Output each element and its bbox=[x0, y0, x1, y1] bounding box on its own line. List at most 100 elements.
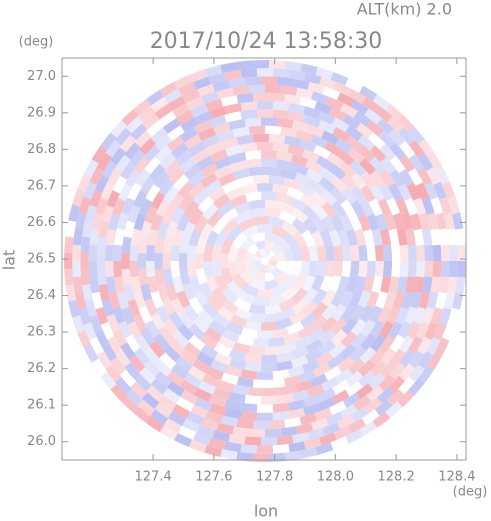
radar-cell bbox=[422, 228, 433, 246]
radar-cell bbox=[282, 246, 294, 261]
radar-cell bbox=[318, 339, 336, 356]
radar-cell bbox=[421, 197, 435, 215]
radar-cell bbox=[212, 430, 231, 442]
radar-cell bbox=[311, 417, 329, 431]
radar-cell bbox=[236, 60, 254, 71]
radar-cell bbox=[183, 200, 200, 218]
radar-cell bbox=[369, 145, 387, 163]
radar-cell bbox=[150, 96, 169, 113]
radar-cell bbox=[383, 291, 397, 309]
radar-cell bbox=[457, 261, 466, 278]
radar-cell bbox=[203, 261, 214, 277]
radar-cell bbox=[308, 179, 326, 196]
radar-cell bbox=[368, 305, 383, 324]
radar-cell bbox=[165, 283, 179, 302]
radar-cell bbox=[389, 169, 405, 188]
radar-cell bbox=[280, 85, 298, 96]
radar-cell bbox=[254, 263, 263, 272]
radar-cell bbox=[146, 120, 164, 137]
radar-cell bbox=[265, 264, 272, 274]
radar-cell bbox=[424, 322, 439, 340]
radar-cell bbox=[348, 290, 363, 309]
radar-cell bbox=[133, 406, 151, 424]
radar-cell bbox=[115, 154, 131, 173]
radar-cell bbox=[359, 85, 378, 101]
radar-cell bbox=[72, 276, 84, 294]
radar-cell bbox=[302, 287, 319, 305]
radar-cell bbox=[345, 381, 363, 397]
radar-cell bbox=[188, 365, 206, 381]
radar-cell bbox=[110, 357, 127, 375]
radar-cell bbox=[220, 449, 238, 460]
radar-cell bbox=[240, 68, 258, 78]
radar-cell bbox=[291, 162, 309, 176]
x-tick-label: 128.0 bbox=[317, 470, 354, 485]
radar-cell bbox=[100, 182, 115, 201]
radar-cell bbox=[281, 220, 299, 237]
radar-cell bbox=[89, 167, 104, 185]
radar-cell bbox=[388, 129, 406, 147]
radar-cell bbox=[101, 343, 117, 362]
radar-cell bbox=[398, 335, 414, 354]
radar-cell bbox=[301, 274, 316, 293]
radar-cell bbox=[380, 228, 392, 246]
radar-cell bbox=[364, 108, 382, 125]
radar-cell bbox=[250, 232, 265, 244]
radar-cell bbox=[84, 204, 97, 223]
radar-cell bbox=[256, 445, 274, 454]
radar-cell bbox=[78, 307, 91, 326]
radar-cell bbox=[348, 88, 367, 104]
radar-cell bbox=[236, 451, 254, 462]
radar-cell bbox=[244, 150, 262, 161]
radar-cell bbox=[247, 267, 259, 279]
radar-cell bbox=[115, 377, 132, 395]
radar-cell bbox=[188, 171, 206, 188]
radar-cell bbox=[294, 335, 313, 350]
radar-cell bbox=[125, 388, 144, 406]
radar-cell bbox=[366, 385, 384, 402]
radar-cell bbox=[318, 329, 336, 346]
radar-cell bbox=[105, 139, 122, 158]
radar-cell bbox=[119, 134, 137, 153]
radar-cell bbox=[339, 213, 354, 232]
radar-cell bbox=[64, 268, 74, 286]
x-tick-label: 128.4 bbox=[438, 470, 475, 485]
radar-cell bbox=[89, 337, 104, 355]
radar-cell bbox=[137, 106, 156, 123]
radar-cell bbox=[221, 207, 239, 224]
radar-cell bbox=[372, 94, 391, 111]
radar-cell bbox=[268, 336, 286, 347]
radar-cell bbox=[388, 228, 400, 246]
radar-cell bbox=[252, 296, 270, 307]
radar-cell bbox=[211, 261, 223, 278]
radar-cell bbox=[321, 201, 338, 219]
x-tick-label: 127.8 bbox=[256, 470, 293, 485]
radar-cell bbox=[115, 127, 132, 145]
radar-cell bbox=[192, 358, 210, 374]
radar-cell bbox=[144, 205, 158, 224]
radar-cell bbox=[189, 439, 207, 453]
radar-cell bbox=[407, 244, 417, 261]
radar-cell bbox=[91, 358, 108, 377]
radar-cell bbox=[330, 200, 347, 218]
radar-cell bbox=[295, 422, 314, 435]
x-axis-label: lon bbox=[254, 502, 278, 521]
y-tick-label: 26.0 bbox=[27, 434, 56, 449]
radar-cell bbox=[65, 284, 77, 302]
radar-cell bbox=[193, 120, 212, 135]
radar-cell bbox=[300, 447, 318, 459]
radar-cell bbox=[354, 276, 367, 294]
radar-cell bbox=[240, 411, 258, 421]
radar-cell bbox=[260, 437, 278, 446]
radar-cell bbox=[121, 252, 130, 270]
x-tick-label: 127.4 bbox=[135, 470, 172, 485]
radar-cell bbox=[421, 307, 435, 325]
radar-cell bbox=[244, 361, 262, 372]
radar-cell bbox=[98, 220, 110, 238]
radar-cell bbox=[272, 327, 290, 339]
radar-cell bbox=[405, 276, 416, 294]
radar-cell bbox=[328, 229, 342, 247]
radar-cell bbox=[275, 192, 293, 205]
radar-cell bbox=[446, 276, 458, 294]
radar-cell bbox=[366, 213, 380, 232]
